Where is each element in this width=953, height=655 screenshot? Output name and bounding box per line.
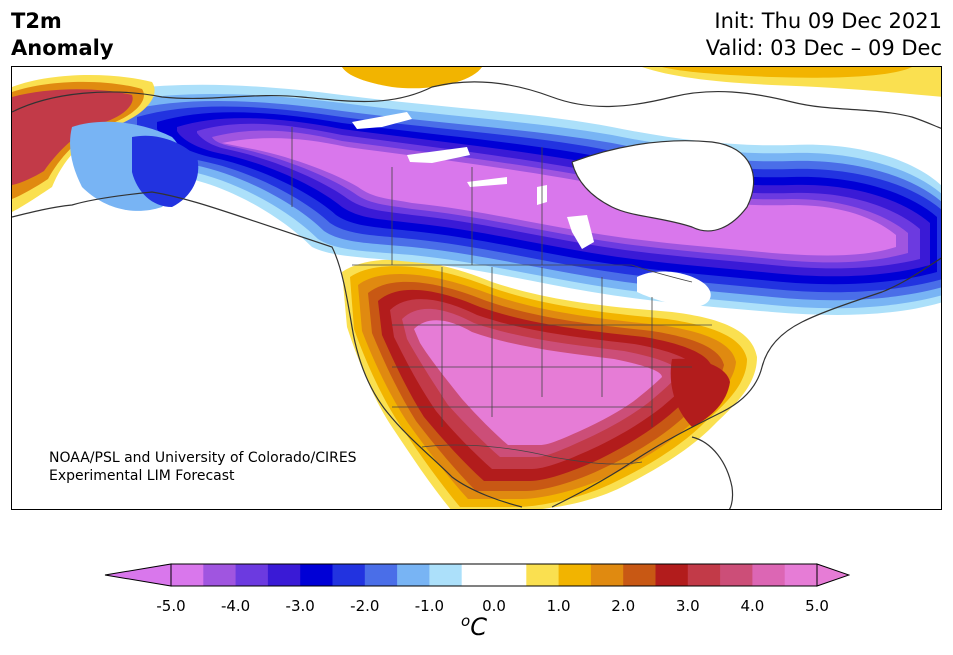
anomaly-map [11, 66, 942, 510]
colorbar-outline [170, 563, 818, 587]
colorbar-tick-label: -5.0 [156, 597, 186, 615]
map-svg [12, 67, 941, 509]
credit-line-product: Experimental LIM Forecast [49, 468, 235, 484]
colorbar-bin [300, 564, 333, 586]
colorbar-unit: oC [461, 612, 487, 641]
hudson-bay [572, 140, 754, 231]
unit-superscript: o [461, 612, 471, 630]
colorbar-tick-label: -3.0 [285, 597, 315, 615]
colorbar-tick-label: 4.0 [740, 597, 765, 615]
colorbar-tick-label: 0.0 [482, 597, 506, 615]
colorbar-bin [526, 564, 560, 586]
warm-anomaly-region [342, 259, 757, 509]
colorbar-bin [203, 564, 237, 586]
forecast-dates: Init: Thu 09 Dec 2021 Valid: 03 Dec – 09… [706, 8, 942, 62]
valid-date-range: Valid: 03 Dec – 09 Dec [705, 36, 942, 60]
colorbar-svg [104, 563, 851, 587]
colorbar-bin [267, 564, 301, 586]
political-borders [291, 127, 712, 465]
coastlines [12, 81, 941, 509]
unit-letter: C [470, 613, 487, 641]
colorbar-bin [720, 564, 753, 586]
colorbar-bin [752, 564, 786, 586]
colorbar-bin [429, 564, 463, 586]
map-title: T2m Anomaly [11, 8, 114, 62]
colorbar-tick-label: 2.0 [611, 597, 636, 615]
credit-text: NOAA/PSL and University of Colorado/CIRE… [49, 449, 357, 485]
colorbar-tick-label: -2.0 [350, 597, 380, 615]
title-line-type: Anomaly [11, 36, 114, 60]
colorbar-bin [494, 564, 527, 586]
colorbar-tick-label: -1.0 [414, 597, 445, 615]
colorbar-bin [332, 564, 366, 586]
credit-line-institution: NOAA/PSL and University of Colorado/CIRE… [49, 450, 357, 466]
title-line-variable: T2m [11, 9, 62, 33]
arctic-warm-region [342, 67, 941, 97]
colorbar-bin [461, 564, 495, 586]
colorbar-bin [558, 564, 592, 586]
colorbar [104, 563, 851, 587]
colorbar-bin [235, 564, 269, 586]
colorbar-extend-high [816, 563, 851, 587]
alaska-region [12, 75, 199, 213]
colorbar-bin [364, 564, 398, 586]
colorbar-tick-label: 5.0 [805, 597, 829, 615]
colorbar-bin [687, 564, 721, 586]
colorbar-tick-label: -4.0 [220, 597, 251, 615]
colorbar-bin [784, 564, 818, 586]
colorbar-tick-label: 1.0 [546, 597, 571, 615]
colorbar-bin [655, 564, 689, 586]
great-lakes [637, 271, 711, 307]
colorbar-bin [171, 564, 204, 586]
colorbar-bin [623, 564, 656, 586]
colorbar-tick-label: 3.0 [675, 597, 700, 615]
colorbar-bin [397, 564, 430, 586]
colorbar-extend-low [104, 563, 172, 587]
colorbar-bin [590, 564, 624, 586]
init-date: Init: Thu 09 Dec 2021 [714, 9, 942, 33]
